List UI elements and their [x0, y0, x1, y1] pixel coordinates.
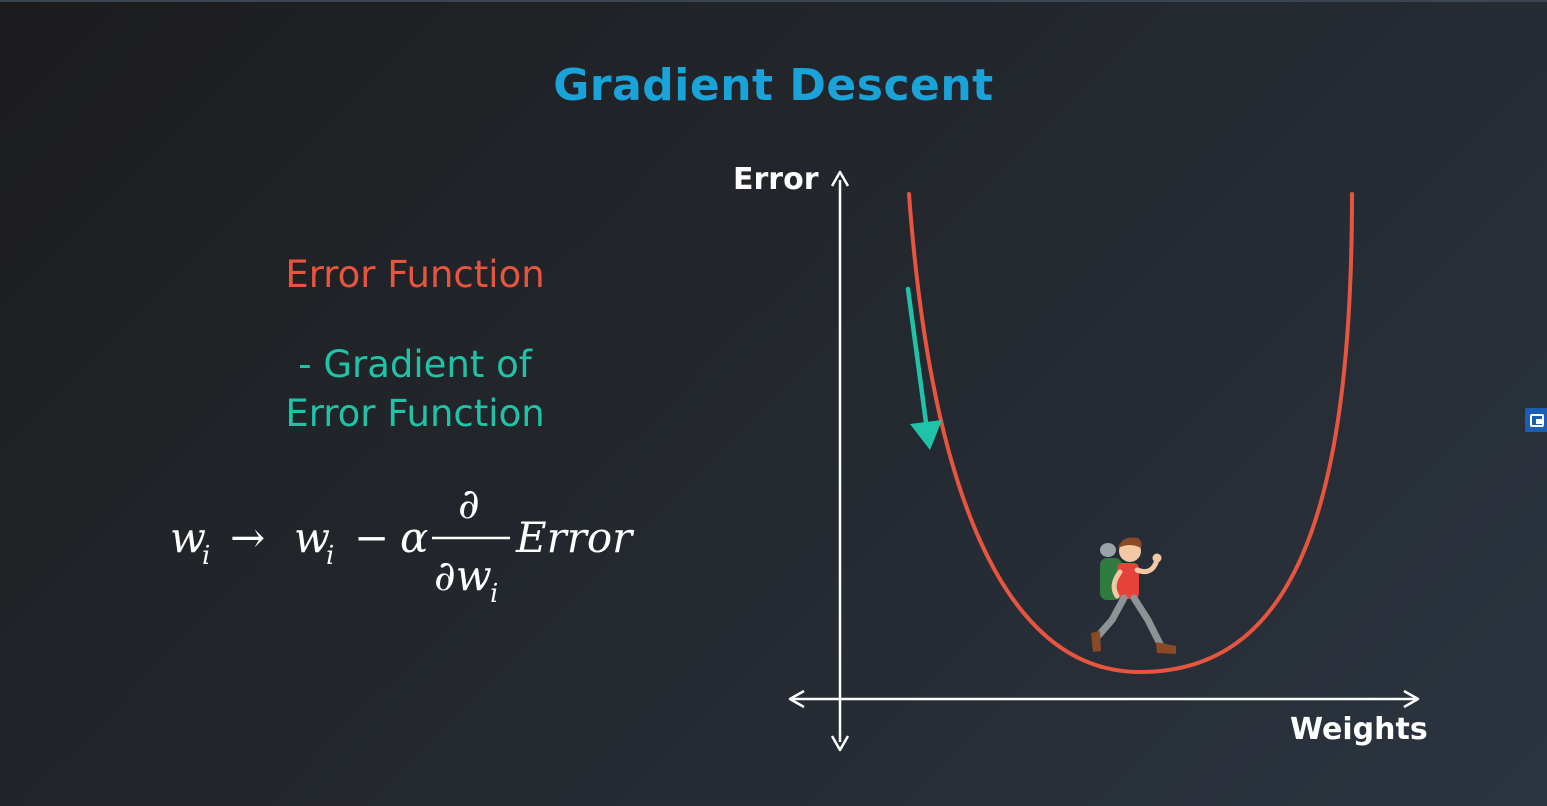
formula-arrow: →	[230, 513, 265, 562]
error-function-label: Error Function	[285, 253, 545, 296]
y-axis-bottom-arrowhead	[830, 735, 850, 752]
hiker-with-backpack-icon	[1091, 537, 1176, 654]
formula-w-rhs: w	[294, 513, 330, 562]
slide-title: Gradient Descent	[553, 60, 994, 111]
formula-partial-numerator: ∂	[458, 480, 480, 528]
x-axis-label: Weights	[1290, 712, 1428, 747]
formula-minus: −	[354, 513, 389, 562]
gradient-label-line2: Error Function	[285, 392, 545, 435]
formula-partial-denominator-sub: i	[490, 579, 498, 609]
formula-w-lhs-sub: i	[202, 541, 210, 571]
top-border	[0, 0, 1547, 2]
gradient-arrow-head	[910, 420, 942, 450]
formula-alpha: α	[400, 513, 428, 562]
formula-w-lhs: w	[170, 513, 206, 562]
y-axis-top-arrowhead	[830, 170, 850, 187]
x-axis-left-arrowhead	[788, 689, 805, 709]
formula-error-word: Error	[515, 513, 635, 562]
formula-partial-denominator: ∂w	[434, 551, 492, 600]
picture-in-picture-icon[interactable]	[1525, 408, 1547, 432]
gradient-arrow-shaft	[905, 286, 930, 433]
formula-w-rhs-sub: i	[326, 541, 334, 571]
update-formula: w i → w i − α ∂ ∂w i Error	[170, 480, 635, 609]
x-axis-right-arrowhead	[1403, 689, 1420, 709]
gradient-label: - Gradient of Error Function	[200, 340, 630, 438]
error-curve	[907, 192, 1354, 675]
gradient-label-line1: - Gradient of	[298, 343, 532, 386]
y-axis-label: Error	[733, 162, 819, 197]
